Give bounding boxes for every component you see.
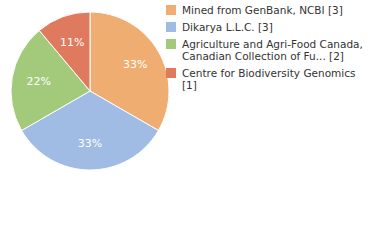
html-text:Dikarya L.L.C. [3]: Dikarya L.L.C. [3] bbox=[182, 21, 273, 33]
svg-text:11%: 11% bbox=[60, 36, 84, 49]
html-text:Mined from GenBank, NCBI [3]: Mined from GenBank, NCBI [3] bbox=[182, 4, 343, 16]
svg-text:33%: 33% bbox=[78, 137, 102, 150]
html-text:Centre for Biodiversity Genomi: Centre for Biodiversity Genomics [1] bbox=[182, 67, 356, 91]
svg-text:22%: 22% bbox=[26, 75, 50, 88]
svg-text:33%: 33% bbox=[123, 58, 147, 71]
html-text:Agriculture and Agri-Food Cana: Agriculture and Agri-Food Canada, Canadi… bbox=[182, 38, 363, 62]
